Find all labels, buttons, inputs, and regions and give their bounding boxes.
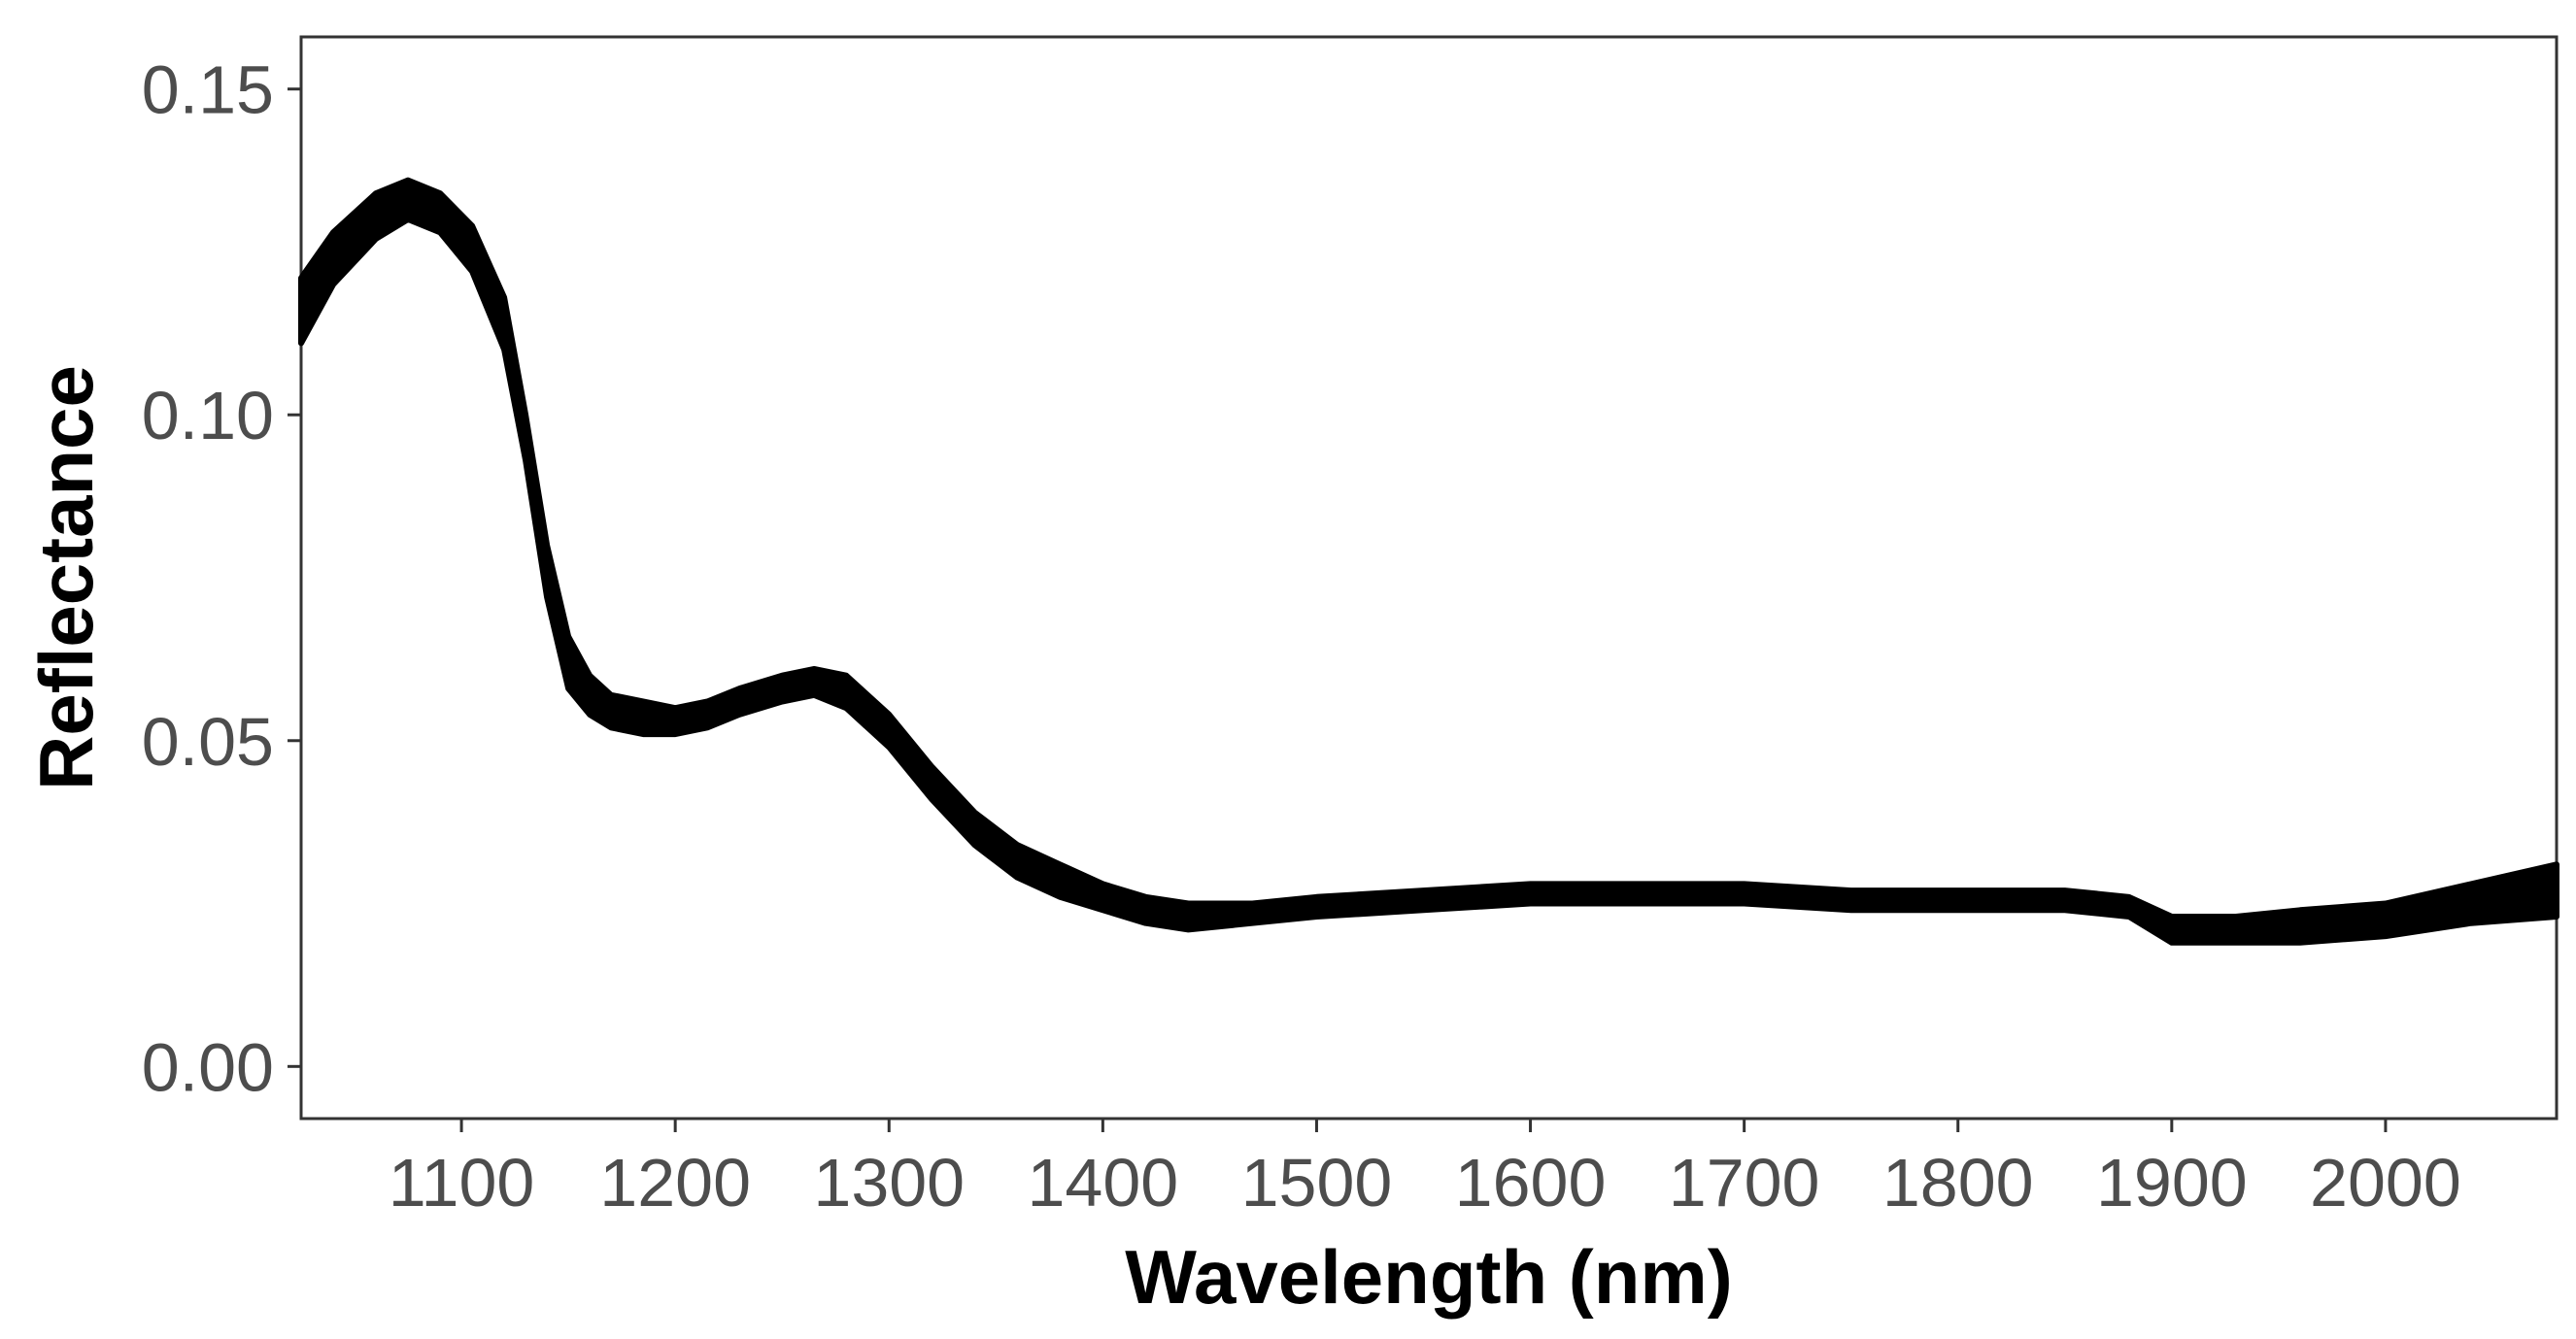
x-axis-title: Wavelength (nm) xyxy=(1125,1234,1732,1320)
x-tick-label: 1800 xyxy=(1882,1145,2034,1221)
x-tick-label: 1100 xyxy=(389,1145,535,1221)
series-layer xyxy=(298,177,2559,946)
x-tick-label: 1600 xyxy=(1455,1145,1607,1221)
x-tick-label: 1500 xyxy=(1241,1145,1393,1221)
y-axis: 0.00 0.05 0.10 0.15 xyxy=(142,52,301,1105)
x-tick-label: 1700 xyxy=(1669,1145,1820,1221)
x-tick-label: 2000 xyxy=(2310,1145,2461,1221)
spectra-band-0 xyxy=(298,177,2559,946)
x-axis: 1100 1200 1300 1400 1500 1600 1700 1800 1900 2000 xyxy=(389,1119,2461,1221)
x-tick-label: 1400 xyxy=(1027,1145,1178,1221)
y-tick-label: 0.10 xyxy=(142,378,274,453)
y-tick-label: 0.05 xyxy=(142,704,274,780)
y-axis-title: Reflectance xyxy=(23,365,109,790)
y-tick-label: 0.00 xyxy=(142,1029,274,1105)
x-tick-label: 1900 xyxy=(2096,1145,2248,1221)
x-tick-label: 1200 xyxy=(599,1145,751,1221)
y-tick-label: 0.15 xyxy=(142,52,274,128)
plot-panel xyxy=(298,35,2559,1121)
panel-border xyxy=(299,35,2559,1121)
x-tick-label: 1300 xyxy=(813,1145,965,1221)
